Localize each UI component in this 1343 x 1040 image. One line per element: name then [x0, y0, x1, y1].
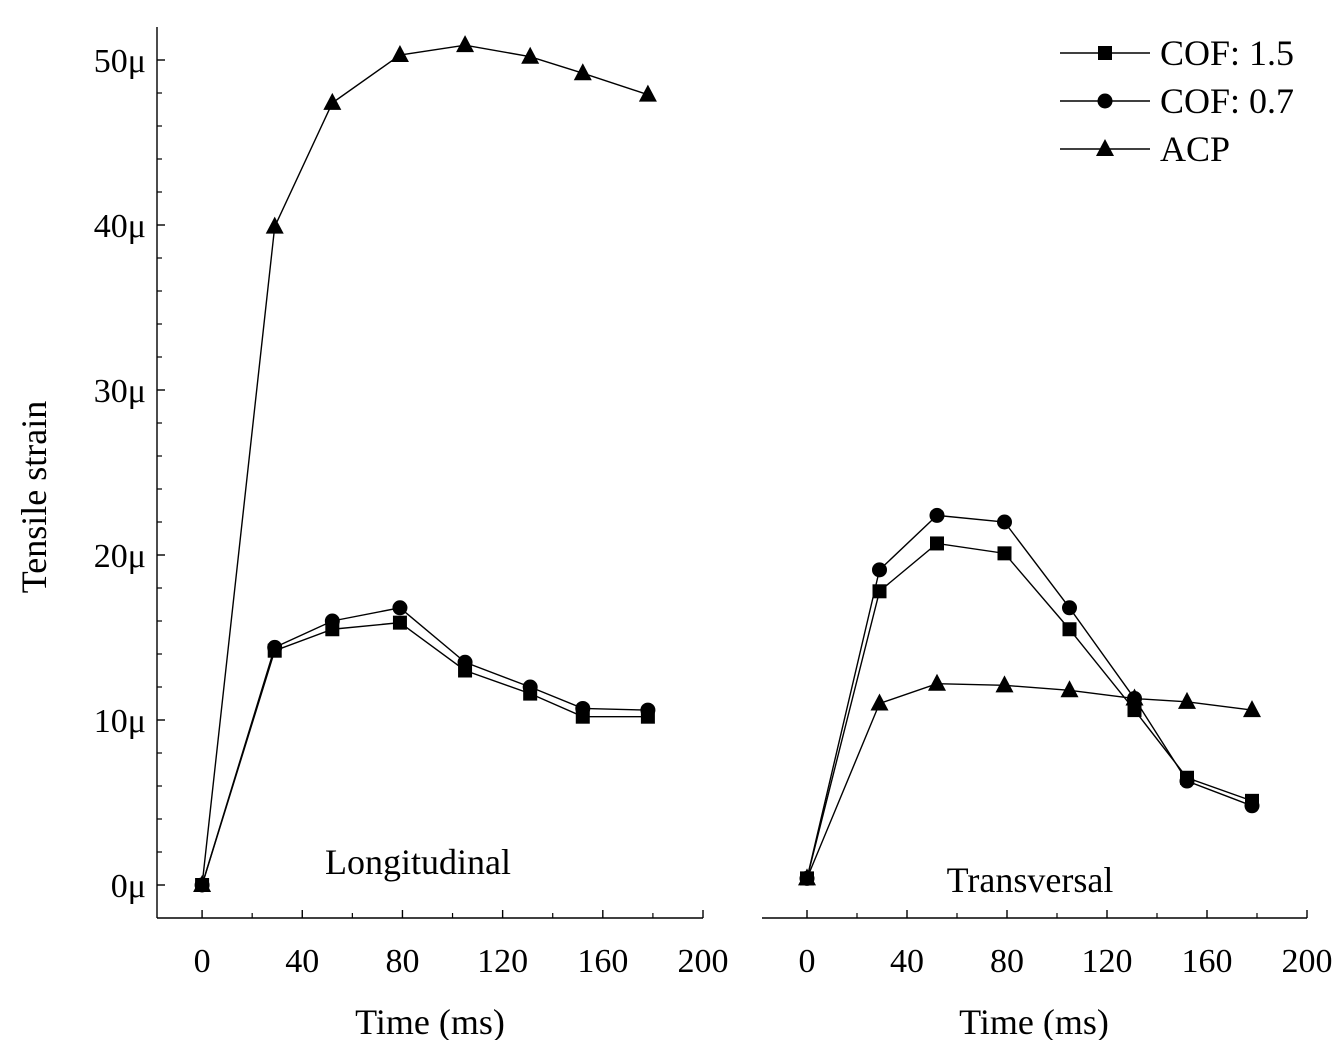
triangle-marker: [193, 875, 212, 892]
square-marker: [1098, 46, 1112, 60]
circle-marker: [929, 507, 945, 523]
y-tick-label: 0μ: [111, 868, 146, 905]
x-axis-title: Time (ms): [355, 1002, 505, 1040]
legend-label: COF: 1.5: [1160, 33, 1294, 73]
circle-marker: [324, 613, 340, 629]
series-line: [201, 621, 648, 886]
square-marker: [1127, 703, 1142, 718]
panel-longitudinal: 0μ 10μ 20μ 30μ 40μ 50μ 0 40 80 120 160 200 Time (m…: [94, 27, 729, 1040]
circle-marker: [267, 639, 283, 655]
circle-marker: [392, 600, 408, 616]
circle-marker: [1062, 600, 1077, 616]
triangle-marker: [521, 46, 540, 64]
x-tick-label: 40: [890, 943, 924, 980]
series-line: [201, 607, 648, 886]
y-tick-label: 10μ: [94, 703, 146, 740]
triangle-marker: [995, 675, 1014, 693]
x-axis-title: Time (ms): [959, 1002, 1109, 1040]
x-tick-label: 120: [477, 943, 528, 980]
x-tick-label: 200: [678, 943, 729, 980]
x-tick-label: 80: [990, 943, 1024, 980]
triangle-marker: [456, 35, 475, 53]
square-marker: [1062, 622, 1077, 637]
panel-transversal: 0 40 80 120 160 200 Time (ms) Transversal: [762, 507, 1333, 1040]
y-tick-label: 50μ: [94, 43, 146, 80]
circle-marker: [457, 654, 473, 670]
circle-marker: [1244, 798, 1260, 814]
triangle-marker: [1125, 688, 1144, 706]
series-line: [806, 514, 1253, 879]
circle-marker: [1097, 93, 1113, 109]
series-line: [806, 682, 1253, 879]
square-marker: [997, 546, 1012, 561]
triangle-marker: [1096, 139, 1114, 156]
y-tick-label: 40μ: [94, 208, 146, 245]
square-marker: [930, 536, 944, 551]
x-tick-label: 160: [577, 943, 628, 980]
legend-label: ACP: [1160, 129, 1230, 169]
series-cof-1-5: [800, 536, 1259, 886]
triangle-marker: [798, 868, 816, 886]
triangle-marker: [870, 693, 889, 711]
triangle-marker: [928, 673, 946, 691]
x-tick-label: 80: [385, 943, 419, 980]
circle-marker: [997, 514, 1012, 530]
y-tick-label: 30μ: [94, 373, 146, 410]
y-axis-title: Tensile strain: [14, 401, 54, 593]
circle-marker: [575, 700, 591, 716]
square-marker: [392, 615, 407, 630]
series-acp: [798, 673, 1261, 886]
series-acp: [193, 35, 657, 892]
triangle-marker: [573, 63, 592, 81]
legend-entry: COF: 1.5: [1060, 33, 1294, 73]
legend: COF: 1.5 COF: 0.7 ACP: [1060, 33, 1294, 169]
circle-marker: [640, 702, 656, 718]
triangle-marker: [265, 216, 284, 234]
x-tick-label: 0: [194, 943, 211, 980]
circle-marker: [522, 679, 538, 695]
panel-label-transversal: Transversal: [947, 860, 1114, 900]
triangle-marker: [1060, 680, 1079, 698]
triangle-marker: [1178, 691, 1196, 709]
x-tick-label: 40: [285, 943, 319, 980]
legend-entry: COF: 0.7: [1060, 81, 1294, 121]
triangle-marker: [390, 45, 409, 63]
x-tick-label: 160: [1182, 943, 1233, 980]
panel-label-longitudinal: Longitudinal: [325, 842, 511, 882]
y-tick-label: 20μ: [94, 538, 146, 575]
x-tick-label: 0: [799, 943, 816, 980]
x-tick-label: 120: [1082, 943, 1133, 980]
triangle-marker: [638, 84, 657, 102]
legend-entry: ACP: [1060, 129, 1230, 169]
series-cof-0-7: [799, 507, 1260, 886]
x-tick-label: 200: [1282, 943, 1333, 980]
circle-marker: [1179, 773, 1195, 789]
series-cof-0-7: [194, 600, 656, 893]
circle-marker: [872, 562, 887, 578]
triangle-marker: [1243, 700, 1261, 718]
series-line: [201, 44, 649, 886]
triangle-marker: [323, 92, 342, 110]
legend-label: COF: 0.7: [1160, 81, 1294, 121]
